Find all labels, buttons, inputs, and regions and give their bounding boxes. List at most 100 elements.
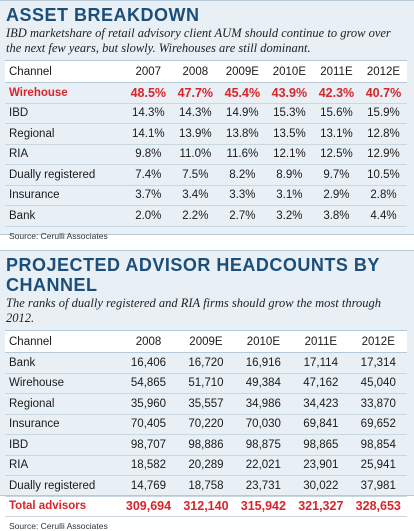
table-cell: 14.1% [124,123,172,145]
table-cell: 3.7% [124,185,172,206]
column-header: 2008 [171,60,219,83]
headcounts-source: Source: Cerulli Associates [9,521,108,531]
table-row: Insurance 3.7% 3.4% 3.3% 3.1% 2.9% 2.8% [5,185,407,206]
table-cell: 8.9% [265,164,313,186]
table-cell: 49,384 [234,373,293,394]
table-cell: 30,022 [292,475,350,497]
row-label: Regional [5,123,125,145]
row-label: Insurance [5,414,120,435]
table-cell: 18,582 [119,455,178,476]
table-cell: 3.3% [218,185,266,206]
asset-breakdown-panel: ASSET BREAKDOWN IBD marketshare of retai… [0,0,414,241]
row-label: Dually registered [5,164,125,186]
table-row: RIA 18,582 20,289 22,021 23,901 25,941 [5,455,407,476]
table-cell: 51,710 [177,373,235,394]
table-cell: 2.8% [359,185,407,206]
column-header: 2012E [359,60,407,83]
table-cell: 98,854 [349,434,407,456]
asset-breakdown-table: Channel 2007 2008 2009E 2010E 2011E 2012E Wire… [5,60,407,227]
row-label: Wirehouse [5,373,120,394]
table-cell: 45,040 [349,373,407,394]
headcounts-panel: PROJECTED ADVISOR HEADCOUNTS BY CHANNEL … [0,250,414,531]
table-cell: 15.6% [312,103,360,124]
table-row: Total advisors 309,694 312,140 315,942 321,3… [5,496,407,517]
table-cell: 25,941 [349,455,407,476]
table-cell: 35,557 [177,393,235,415]
row-label: Dually registered [5,475,120,497]
table-cell: 22,021 [234,455,293,476]
table-cell: 9.8% [124,144,172,165]
table-cell: 4.4% [359,205,407,227]
row-label: IBD [5,434,120,456]
table-row: RIA 9.8% 11.0% 11.6% 12.1% 12.5% 12.9% [5,144,407,165]
table-cell: 69,652 [349,414,407,435]
table-cell: 11.0% [171,144,219,165]
table-cell: 7.4% [124,164,172,186]
row-label: RIA [5,455,120,476]
row-label: Total advisors [5,496,120,517]
row-label: IBD [5,103,125,124]
row-label: Regional [5,393,120,415]
headcounts-subtitle: The ranks of dually registered and RIA f… [6,296,381,325]
table-header-row: Channel 2008 2009E 2010E 2011E 2012E [5,330,407,353]
table-cell: 2.7% [218,205,266,227]
table-cell: 13.1% [312,123,360,145]
table-cell: 10.5% [359,164,407,186]
table-row: Regional 14.1% 13.9% 13.8% 13.5% 13.1% 12.8% [5,123,407,145]
table-cell: 47,162 [292,373,350,394]
table-cell: 47.7% [171,82,219,104]
table-cell: 13.8% [218,123,266,145]
column-header: Channel [5,60,125,83]
table-cell: 23,901 [292,455,350,476]
table-cell: 54,865 [119,373,178,394]
table-cell: 16,720 [177,352,235,374]
table-cell: 45.4% [218,82,266,104]
table-cell: 321,327 [292,496,350,517]
table-cell: 23,731 [234,475,293,497]
table-cell: 98,707 [119,434,178,456]
table-row: IBD 98,707 98,886 98,875 98,865 98,854 [5,434,407,456]
column-header: 2009E [177,330,235,353]
table-row: Wirehouse 48.5% 47.7% 45.4% 43.9% 42.3% 40.7% [5,82,407,104]
table-cell: 3.2% [265,205,313,227]
table-cell: 40.7% [359,82,407,104]
row-label: RIA [5,144,125,165]
table-cell: 12.1% [265,144,313,165]
table-cell: 12.5% [312,144,360,165]
table-cell: 20,289 [177,455,235,476]
table-cell: 15.3% [265,103,313,124]
table-cell: 33,870 [349,393,407,415]
row-label: Insurance [5,185,125,206]
table-cell: 13.9% [171,123,219,145]
table-cell: 34,423 [292,393,350,415]
table-cell: 2.9% [312,185,360,206]
table-cell: 43.9% [265,82,313,104]
table-cell: 69,841 [292,414,350,435]
table-cell: 70,405 [119,414,178,435]
asset-breakdown-source: Source: Cerulli Associates [9,230,108,241]
column-header: 2009E [218,60,266,83]
table-cell: 37,981 [349,475,407,497]
table-row: Dually registered 7.4% 7.5% 8.2% 8.9% 9.7% 10.… [5,164,407,186]
column-header: 2007 [124,60,172,83]
asset-breakdown-subtitle: IBD marketshare of retail advisory clien… [6,26,391,55]
table-cell: 13.5% [265,123,313,145]
table-cell: 14.9% [218,103,266,124]
table-row: IBD 14.3% 14.3% 14.9% 15.3% 15.6% 15.9% [5,103,407,124]
table-row: Insurance 70,405 70,220 70,030 69,841 69,652 [5,414,407,435]
column-header: 2012E [349,330,407,353]
table-cell: 16,916 [234,352,293,374]
table-cell: 3.1% [265,185,313,206]
headcounts-table: Channel 2008 2009E 2010E 2011E 2012E Bank 16,4… [5,330,407,517]
table-row: Wirehouse 54,865 51,710 49,384 47,162 45,040 [5,373,407,394]
table-cell: 48.5% [124,82,172,104]
table-cell: 14.3% [124,103,172,124]
column-header: Channel [5,330,120,353]
table-cell: 3.8% [312,205,360,227]
table-row: Bank 2.0% 2.2% 2.7% 3.2% 3.8% 4.4% [5,205,407,227]
table-cell: 18,758 [177,475,235,497]
table-cell: 98,865 [292,434,350,456]
asset-breakdown-title: ASSET BREAKDOWN [6,5,200,25]
table-cell: 17,314 [349,352,407,374]
table-cell: 42.3% [312,82,360,104]
